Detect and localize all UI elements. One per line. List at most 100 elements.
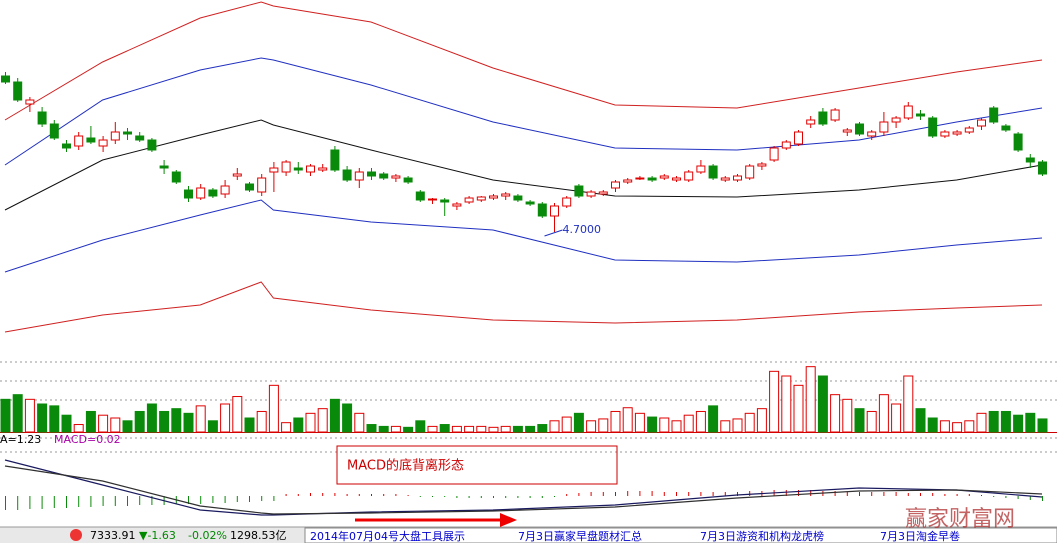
- low-pointer: [544, 229, 563, 237]
- volume-bar: [317, 408, 328, 433]
- candle-body: [550, 205, 559, 217]
- volume-bar: [366, 424, 377, 433]
- volume-bar: [769, 370, 780, 433]
- volume-bar: [183, 412, 194, 433]
- arrow-head: [500, 513, 517, 527]
- band-line: [4, 199, 1043, 273]
- volume-bar: [403, 426, 414, 433]
- volume-bar: [1000, 410, 1011, 433]
- candle-body: [855, 123, 864, 135]
- candle-body: [769, 147, 779, 161]
- candle-body: [62, 143, 71, 149]
- volume-bar: [793, 384, 804, 433]
- candle-body: [757, 163, 767, 167]
- candle-body: [293, 167, 303, 171]
- ticker-item[interactable]: 7月3日游资和机构龙虎榜: [700, 529, 824, 543]
- volume-bar: [781, 375, 792, 433]
- candle-body: [574, 185, 584, 197]
- volume-bar: [110, 417, 121, 433]
- macd-line: [4, 465, 1043, 515]
- volume-bar: [903, 375, 914, 433]
- volume-bar: [891, 403, 902, 433]
- candle-body: [611, 181, 620, 189]
- volume-bar: [122, 420, 133, 433]
- volume-bar: [573, 412, 584, 433]
- candle-body: [1013, 133, 1023, 151]
- candle-body: [635, 177, 645, 180]
- candle-body: [13, 81, 23, 101]
- annotation: MACD的底背离形态: [347, 458, 464, 474]
- candle-body: [379, 173, 389, 179]
- plot: 4.7000: [0, 1, 1048, 516]
- separators: [0, 361, 1057, 453]
- candle-body: [1, 75, 10, 83]
- volume-bar: [451, 425, 462, 433]
- volume-bar: [525, 425, 536, 433]
- candle-body: [745, 165, 755, 179]
- annotation-box: [336, 445, 618, 485]
- volume-bar: [0, 398, 11, 433]
- band-line: [4, 281, 1043, 333]
- volume-bar: [464, 425, 475, 433]
- volume-bar: [98, 414, 109, 433]
- candle-body: [184, 189, 193, 199]
- volume-bar: [488, 426, 499, 433]
- volume-bar: [305, 412, 316, 433]
- volume-bar: [622, 407, 633, 433]
- volume-bar: [159, 410, 170, 433]
- volume-bar: [476, 425, 487, 433]
- volume-bar: [915, 408, 926, 433]
- candle-body: [928, 117, 938, 137]
- candle-body: [489, 195, 498, 199]
- ticker-item[interactable]: 7月3日赢家早盘题材汇总: [518, 529, 642, 543]
- volume-bar: [73, 424, 84, 433]
- volume-bar: [817, 375, 828, 433]
- candle-body: [208, 189, 218, 197]
- volume-bar: [695, 410, 706, 433]
- candle-body: [147, 139, 157, 151]
- indicator-header: A=1.23: [0, 433, 41, 446]
- candle-body: [586, 191, 596, 197]
- index-percent: -0.02%: [188, 529, 227, 542]
- candle-body: [367, 171, 376, 177]
- ticker-item[interactable]: 7月3日淘金早卷: [880, 529, 960, 543]
- candle-body: [123, 131, 132, 135]
- candle-body: [623, 179, 633, 183]
- candle-body: [306, 165, 315, 173]
- volume-bar: [964, 420, 975, 433]
- volume-bar: [12, 394, 23, 433]
- candle-body: [25, 99, 35, 105]
- ticker-item[interactable]: 2014年07月04号大盘工具展示: [310, 529, 465, 543]
- candle-body: [1001, 125, 1011, 131]
- volume-bar: [732, 418, 743, 433]
- volume-bar: [268, 384, 279, 433]
- volume-bar: [952, 422, 963, 433]
- candle-body: [220, 185, 230, 195]
- band-line: [4, 1, 1043, 121]
- volume-bar: [281, 422, 292, 433]
- candle-body: [74, 135, 84, 147]
- candle-body: [415, 191, 425, 201]
- candle-body: [708, 165, 718, 179]
- candle-body: [916, 113, 925, 117]
- candle-body: [135, 135, 145, 141]
- candle-body: [659, 175, 669, 179]
- volume-bar: [415, 420, 426, 433]
- volume-bar: [195, 405, 206, 433]
- volume-bar: [232, 396, 243, 433]
- volume-bar: [354, 412, 365, 433]
- volume-bar: [329, 398, 340, 433]
- volume-bar: [134, 410, 145, 433]
- volume-bar: [146, 403, 157, 433]
- volume-bar: [708, 405, 719, 433]
- candle-body: [428, 198, 437, 201]
- volume-bar: [988, 410, 999, 433]
- candle-body: [391, 175, 401, 179]
- volume-bar: [939, 420, 950, 433]
- volume-bar: [512, 425, 523, 433]
- candle-body: [171, 171, 181, 183]
- volume-bar: [244, 417, 255, 433]
- volume-bar: [49, 405, 60, 433]
- low-label: 4.7000: [563, 223, 602, 236]
